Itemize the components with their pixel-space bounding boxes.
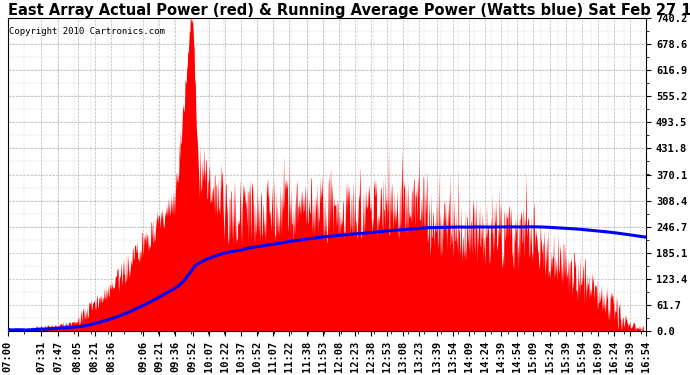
Text: East Array Actual Power (red) & Running Average Power (Watts blue) Sat Feb 27 17: East Array Actual Power (red) & Running … [8, 3, 690, 18]
Text: Copyright 2010 Cartronics.com: Copyright 2010 Cartronics.com [9, 27, 165, 36]
